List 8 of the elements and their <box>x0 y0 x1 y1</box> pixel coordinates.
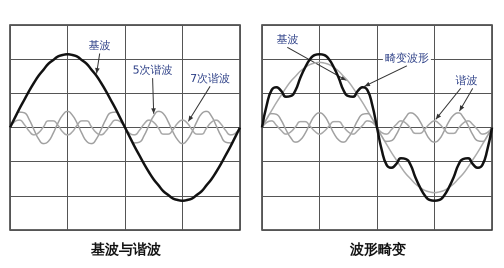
series-label: 基波 <box>88 39 111 52</box>
text: 波形畸变 <box>349 241 406 258</box>
text: 基波与谐波 <box>90 242 161 258</box>
series-label: 基波 <box>276 32 298 46</box>
text: 畸变波形 <box>384 51 429 64</box>
text: 5次谐波 <box>132 64 173 77</box>
text: 7次谐波 <box>190 72 230 85</box>
annotation: 谐波 <box>456 74 478 87</box>
